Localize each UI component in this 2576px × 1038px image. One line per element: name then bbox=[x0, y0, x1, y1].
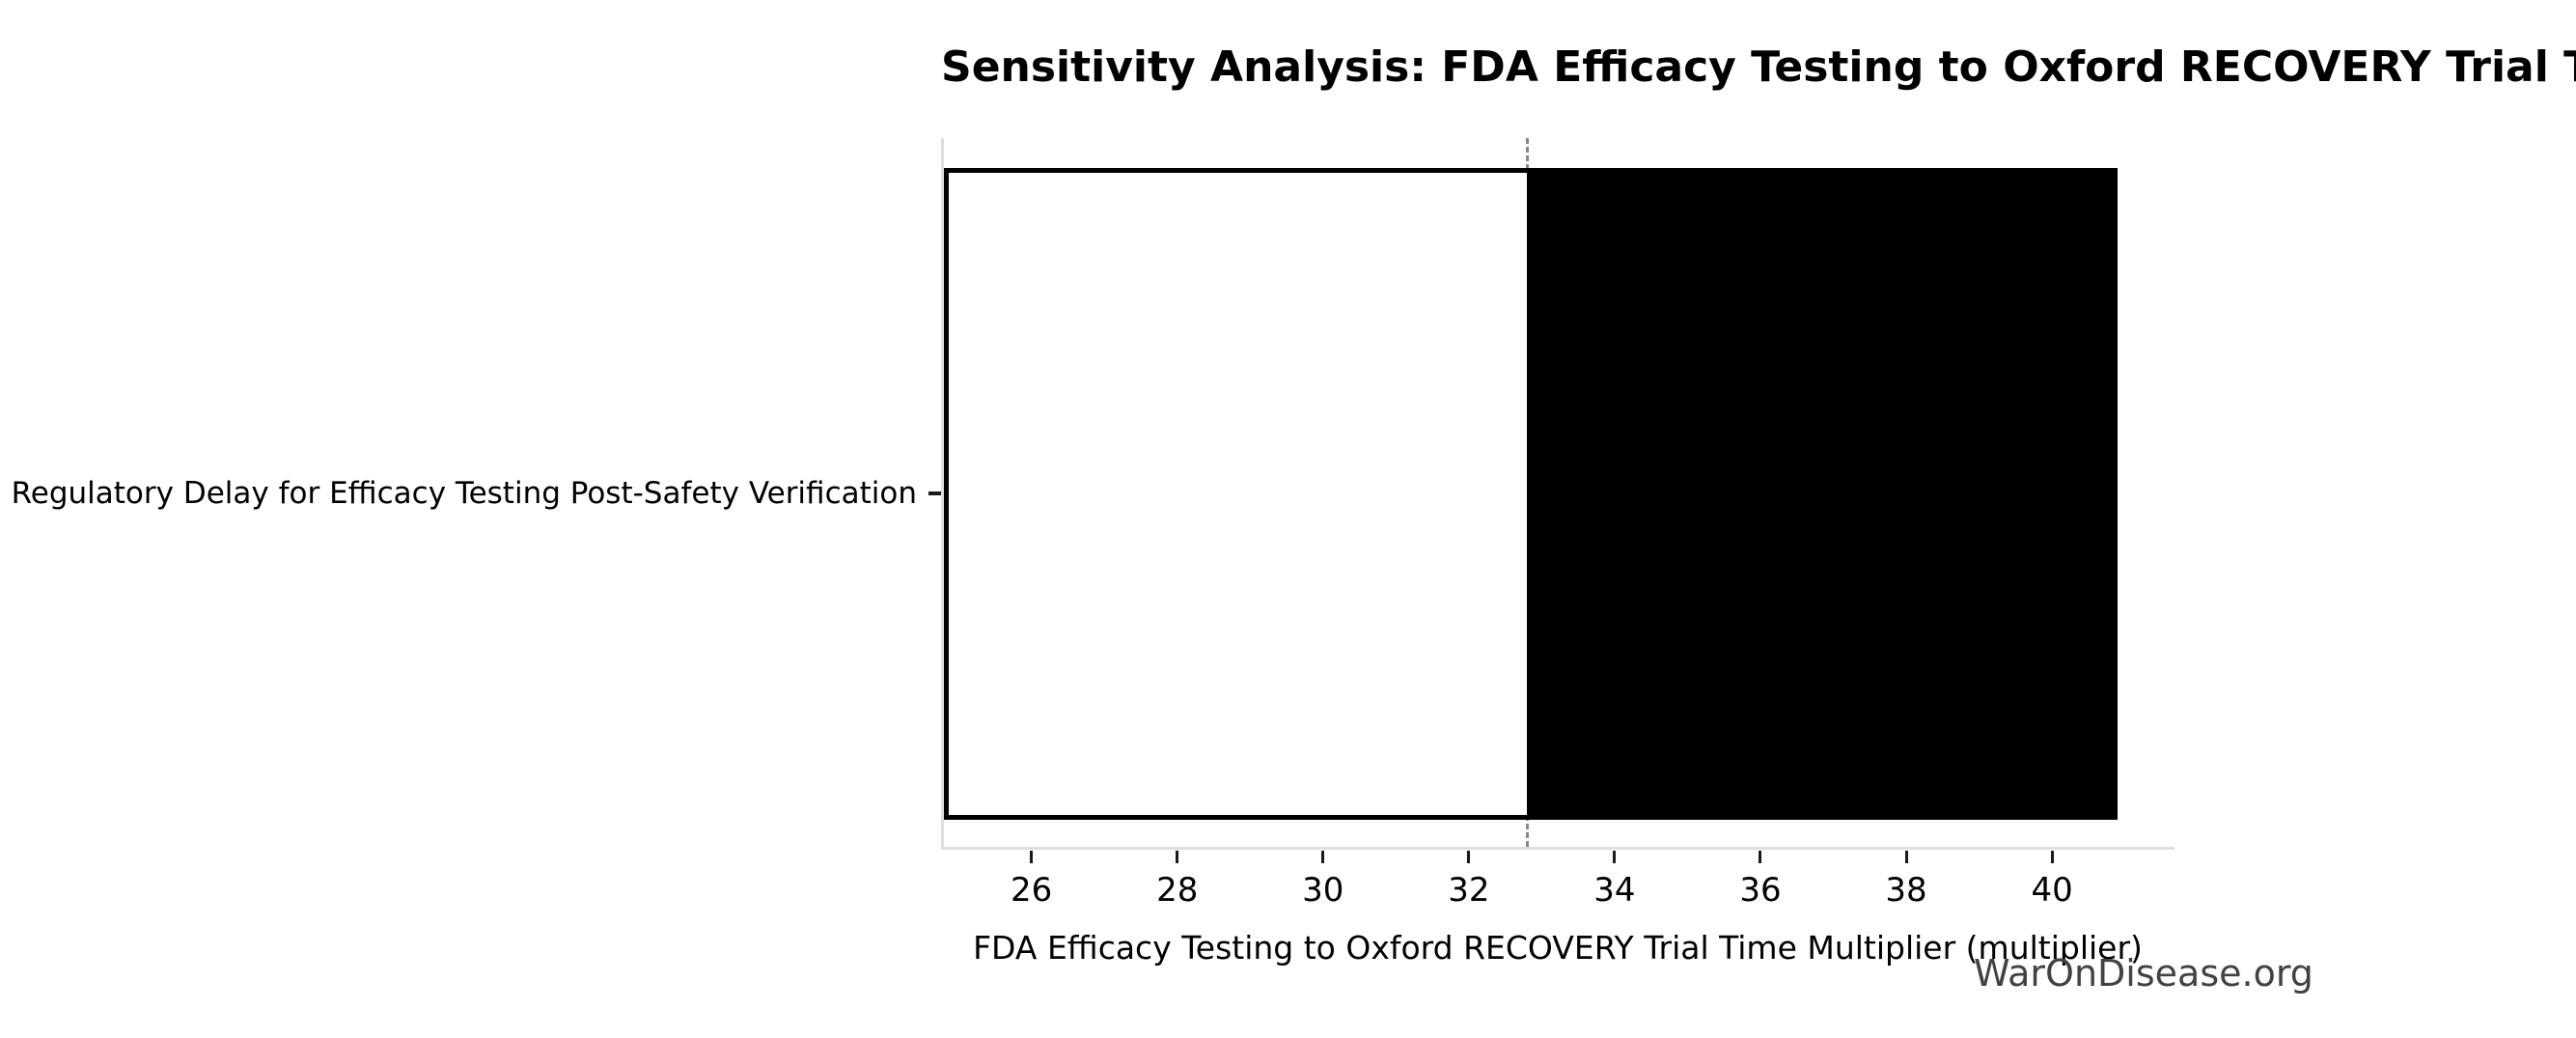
x-tick-mark bbox=[1613, 851, 1617, 863]
x-tick-label: 26 bbox=[1010, 871, 1053, 910]
x-axis-ticks: 26 28 30 32 34 36 38 40 bbox=[944, 851, 2174, 928]
x-tick-mark bbox=[1467, 851, 1471, 863]
x-tick-label: 38 bbox=[1885, 871, 1927, 910]
chart-title: Sensitivity Analysis: FDA Efficacy Testi… bbox=[941, 42, 2576, 92]
tornado-bar bbox=[944, 168, 2119, 820]
watermark: WarOnDisease.org bbox=[1974, 952, 2313, 995]
x-tick-mark bbox=[1321, 851, 1325, 863]
x-tick-mark bbox=[2050, 851, 2054, 863]
x-axis-label: FDA Efficacy Testing to Oxford RECOVERY … bbox=[973, 929, 2143, 967]
x-tick-label: 34 bbox=[1593, 871, 1636, 910]
x-tick-mark bbox=[1030, 851, 1034, 863]
x-tick-label: 40 bbox=[2031, 871, 2073, 910]
x-tick-mark bbox=[1176, 851, 1179, 863]
x-tick-label: 28 bbox=[1156, 871, 1199, 910]
plot-area bbox=[941, 138, 2174, 850]
x-tick-label: 30 bbox=[1302, 871, 1344, 910]
y-tick-mark bbox=[928, 491, 941, 495]
x-tick-label: 36 bbox=[1739, 871, 1782, 910]
y-category-label: Regulatory Delay for Efficacy Testing Po… bbox=[11, 476, 917, 511]
x-tick-mark bbox=[1904, 851, 1908, 863]
x-tick-mark bbox=[1759, 851, 1762, 863]
bar-high-segment bbox=[1527, 173, 2114, 815]
x-tick-label: 32 bbox=[1448, 871, 1490, 910]
